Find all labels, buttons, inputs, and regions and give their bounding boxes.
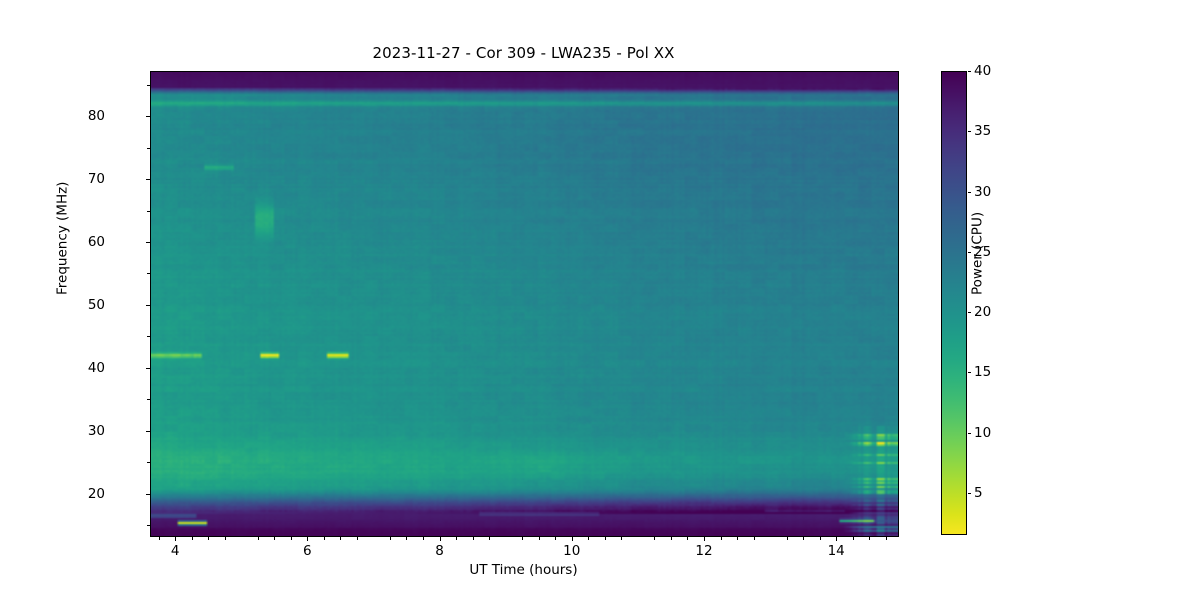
colorbar-tick (967, 432, 971, 434)
y-axis-tick (145, 367, 150, 369)
x-axis-minor-tick (323, 536, 325, 540)
colorbar (941, 71, 967, 535)
colorbar-tick-label: 35 (974, 123, 992, 140)
x-axis-tick (439, 536, 441, 541)
colorbar-tick (967, 312, 971, 314)
colorbar-tick (967, 71, 971, 72)
y-axis-tick-label: 60 (87, 234, 105, 250)
x-axis-minor-tick (737, 536, 739, 540)
x-axis-tick (571, 536, 573, 541)
x-axis-minor-tick (257, 536, 259, 540)
y-axis-minor-tick (146, 399, 150, 401)
x-axis-minor-tick (588, 536, 590, 540)
x-axis-minor-tick (720, 536, 722, 540)
x-axis-tick-label: 6 (303, 543, 312, 559)
colorbar-tick (967, 131, 971, 133)
x-axis-tick-label: 14 (827, 543, 845, 559)
x-axis-minor-tick (158, 536, 160, 540)
x-axis-tick-label: 8 (435, 543, 444, 559)
x-axis-minor-tick (621, 536, 623, 540)
y-axis-tick-label: 70 (87, 171, 105, 188)
x-axis-minor-tick (456, 536, 458, 540)
spectrogram-image (151, 72, 898, 536)
colorbar-label: Power (CPU) (969, 211, 986, 295)
x-axis-minor-tick (654, 536, 656, 540)
x-axis-minor-tick (224, 536, 226, 540)
colorbar-tick-label: 40 (974, 63, 992, 79)
y-axis-minor-tick (146, 147, 150, 149)
spectrogram-canvas (151, 72, 898, 536)
y-axis-tick-label: 30 (87, 422, 105, 439)
colorbar-tick (967, 492, 971, 494)
y-axis-tick (145, 116, 150, 118)
y-axis-minor-tick (146, 273, 150, 275)
y-axis-minor-tick (146, 336, 150, 338)
x-axis-minor-tick (489, 536, 491, 540)
colorbar-tick-label: 30 (974, 183, 992, 200)
y-axis-tick-label: 50 (87, 296, 105, 313)
y-axis-tick-label: 20 (87, 485, 105, 502)
x-axis-minor-tick (406, 536, 408, 540)
x-axis-minor-tick (786, 536, 788, 540)
x-axis-minor-tick (389, 536, 391, 540)
x-axis-minor-tick (340, 536, 342, 540)
x-axis-tick (307, 536, 309, 541)
colorbar-tick (967, 251, 971, 253)
x-axis-minor-tick (290, 536, 292, 540)
y-axis-tick (145, 179, 150, 181)
x-axis-minor-tick (670, 536, 672, 540)
x-axis-tick (703, 536, 705, 541)
x-axis-minor-tick (472, 536, 474, 540)
plot-axes (150, 71, 899, 537)
x-axis-minor-tick (819, 536, 821, 540)
y-axis-minor-tick (146, 462, 150, 464)
y-axis-minor-tick (146, 524, 150, 526)
colorbar-tick-label: 10 (974, 424, 992, 441)
x-axis-label: UT Time (hours) (469, 562, 578, 578)
colorbar-tick-label: 25 (974, 243, 992, 260)
y-axis-label: Frequency (MHz) (54, 181, 71, 295)
y-axis-tick (145, 430, 150, 432)
y-axis-minor-tick (146, 210, 150, 212)
x-axis-minor-tick (538, 536, 540, 540)
x-axis-tick-label: 12 (695, 543, 713, 559)
chart-title: 2023-11-27 - Cor 309 - LWA235 - Pol XX (372, 44, 675, 62)
colorbar-tick (967, 372, 971, 374)
y-axis-tick (145, 242, 150, 243)
x-axis-minor-tick (522, 536, 524, 540)
x-axis-minor-tick (687, 536, 689, 540)
x-axis-minor-tick (208, 536, 210, 540)
y-axis-tick-label: 40 (87, 359, 105, 376)
y-axis-tick-label: 80 (87, 108, 105, 125)
colorbar-tick-label: 5 (974, 484, 983, 501)
x-axis-minor-tick (604, 536, 606, 540)
x-axis-minor-tick (191, 536, 193, 540)
colorbar-tick (967, 191, 971, 193)
x-axis-tick (175, 536, 177, 541)
y-axis-tick (145, 304, 150, 306)
colorbar-tick-label: 20 (974, 304, 992, 321)
x-axis-minor-tick (555, 536, 557, 540)
x-axis-minor-tick (869, 536, 871, 540)
y-axis-tick (145, 493, 150, 495)
y-axis-minor-tick (146, 84, 150, 86)
x-axis-tick (836, 536, 838, 541)
x-axis-minor-tick (356, 536, 358, 540)
x-axis-minor-tick (753, 536, 755, 540)
x-axis-minor-tick (423, 536, 425, 540)
x-axis-minor-tick (274, 536, 276, 540)
colorbar-tick-label: 15 (974, 364, 992, 381)
colorbar-gradient (941, 71, 967, 535)
x-axis-minor-tick (803, 536, 805, 540)
x-axis-minor-tick (885, 536, 887, 540)
x-axis-tick-label: 10 (563, 543, 581, 559)
x-axis-tick-label: 4 (170, 543, 180, 559)
x-axis-minor-tick (852, 536, 854, 540)
